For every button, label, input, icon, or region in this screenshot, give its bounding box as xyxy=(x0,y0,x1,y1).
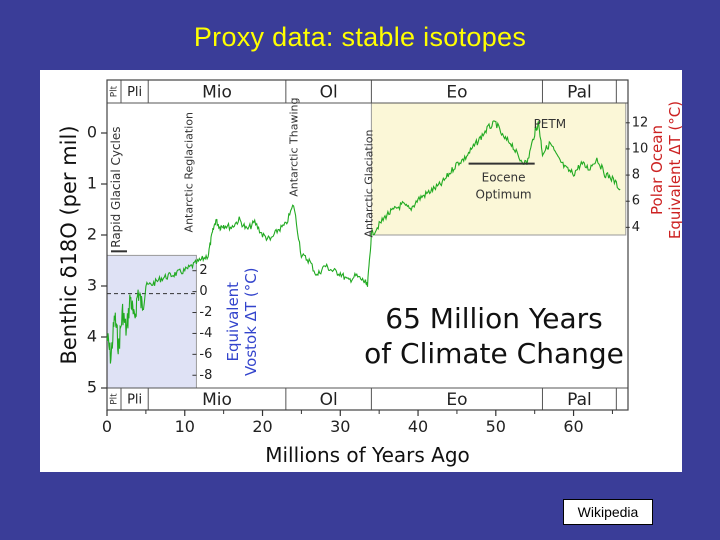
annotation-glaciation: Antarctic Glaciation xyxy=(363,129,376,237)
x-axis-label: Millions of Years Ago xyxy=(265,443,470,467)
vostok-axis-label-2: Vostok ΔT (°C) xyxy=(242,267,260,375)
source-label[interactable]: Wikipedia xyxy=(563,499,653,525)
polar-tick-label: 8 xyxy=(632,168,640,183)
x-tick-label: 30 xyxy=(330,417,350,436)
epoch-label: Mio xyxy=(202,390,232,410)
epoch-label: Plt xyxy=(109,85,119,97)
y-tick-label: 4 xyxy=(87,327,97,346)
y-tick-label: 0 xyxy=(87,123,97,142)
vostok-tick-label: 0 xyxy=(199,284,207,299)
polar-tick-label: 10 xyxy=(632,141,649,156)
vostok-tick-label: -6 xyxy=(199,347,212,362)
vostok-tick-label: -4 xyxy=(199,326,212,341)
annotation-eocene-optimum-2: Optimum xyxy=(476,187,532,201)
vostok-axis-label-1: Equivalent xyxy=(224,282,242,362)
annotations: Rapid Glacial Cycles Antarctic Reglaciati… xyxy=(109,98,567,253)
annotation-reglaciation: Antarctic Reglaciation xyxy=(183,112,196,232)
vostok-region xyxy=(106,254,197,389)
vostok-tick-label: -8 xyxy=(199,368,212,383)
epoch-label: Ol xyxy=(320,390,338,410)
epoch-label: Plt xyxy=(109,393,119,405)
y-tick-label: 3 xyxy=(87,276,97,295)
series-layer xyxy=(106,120,621,364)
x-tick-label: 60 xyxy=(563,417,583,436)
polar-tick-label: 6 xyxy=(632,194,640,209)
annotation-petm: PETM xyxy=(534,117,567,131)
polar-axis-label-1: Polar Ocean xyxy=(648,125,666,215)
chart-title-line2: of Climate Change xyxy=(364,337,624,370)
x-tick-label: 10 xyxy=(175,417,195,436)
epoch-label: Eo xyxy=(446,390,467,410)
x-tick-label: 50 xyxy=(486,417,506,436)
polar-axis-label-2: Equivalent ΔT (°C) xyxy=(666,101,682,239)
y-tick-label: 2 xyxy=(87,225,97,244)
epoch-label: Pli xyxy=(127,85,142,100)
vostok-tick-label: 2 xyxy=(199,263,207,278)
epoch-label: Pal xyxy=(567,83,592,103)
x-tick-label: 40 xyxy=(408,417,428,436)
annotation-thawing: Antarctic Thawing xyxy=(288,98,301,197)
x-tick-label: 0 xyxy=(102,417,112,436)
y-tick-label: 5 xyxy=(87,378,97,397)
epoch-band-bottom xyxy=(106,387,629,411)
epoch-label: Mio xyxy=(202,83,232,103)
epoch-label: Pli xyxy=(127,393,142,408)
vostok-tick-label: -2 xyxy=(199,305,212,320)
annotation-eocene-optimum-1: Eocene xyxy=(482,170,526,184)
epoch-label: Pal xyxy=(567,390,592,410)
y-axis-label: Benthic δ18O (per mil) xyxy=(57,125,81,364)
x-tick-label: 20 xyxy=(252,417,272,436)
plot-frame xyxy=(106,79,629,411)
epoch-label: Eo xyxy=(446,83,467,103)
series-line xyxy=(106,120,621,364)
polar-tick-label: 12 xyxy=(632,115,649,130)
slide-title: Proxy data: stable isotopes xyxy=(193,22,527,52)
annotation-rapid-glacial: Rapid Glacial Cycles xyxy=(109,126,123,247)
epoch-label: Ol xyxy=(320,83,338,103)
polar-tick-label: 4 xyxy=(632,220,640,235)
y-tick-label: 1 xyxy=(87,174,97,193)
epoch-band-top xyxy=(106,79,629,104)
chart-title-line1: 65 Million Years xyxy=(385,302,602,335)
